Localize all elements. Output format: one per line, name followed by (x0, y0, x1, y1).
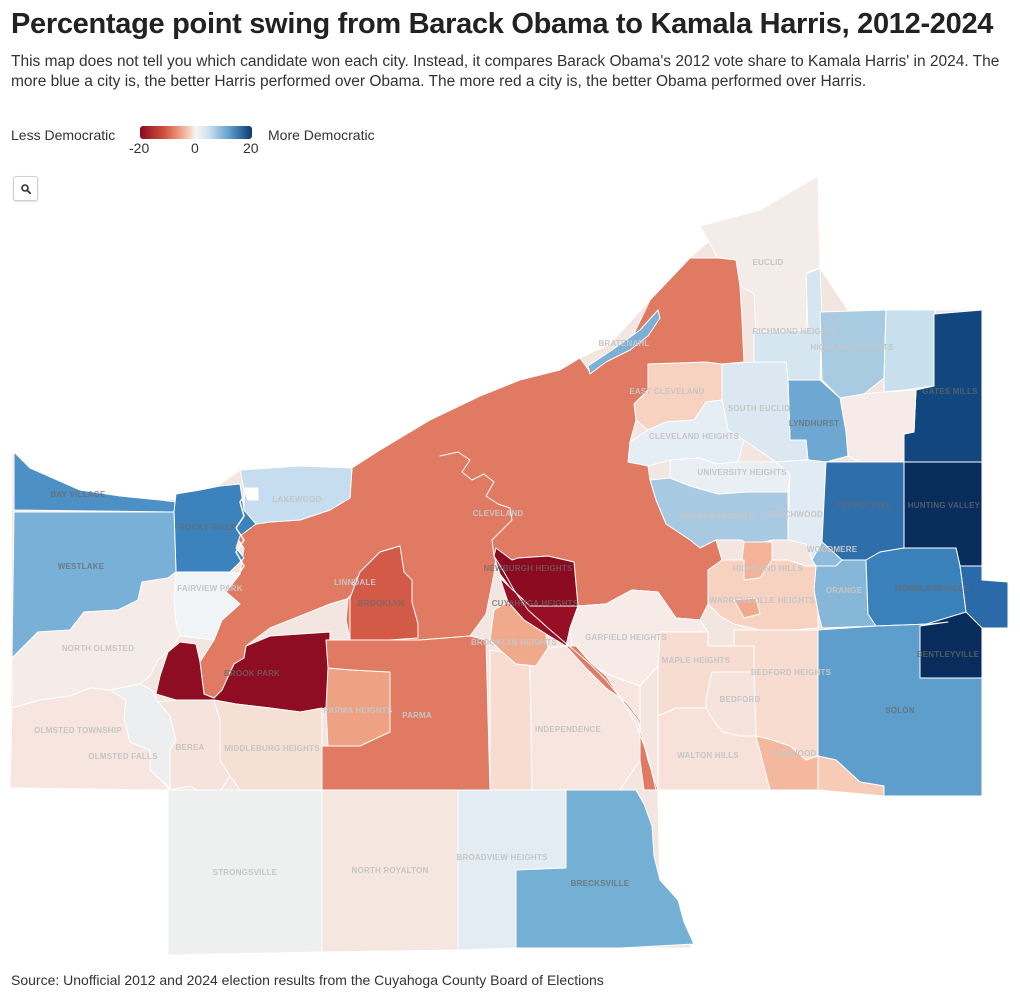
legend-tick-zero: 0 (191, 140, 199, 156)
label-parma-heights: PARMA HEIGHTS (324, 706, 393, 715)
legend-color-bar (140, 126, 252, 139)
area-walton-hills[interactable] (657, 707, 771, 791)
label-linndale: LINNDALE (334, 578, 377, 587)
area-bratenahl[interactable] (587, 309, 661, 375)
label-cleveland: CLEVELAND (473, 509, 524, 518)
label-highland-heights: HIGHLAND HEIGHTS (810, 343, 894, 352)
label-bedford: BEDFORD (720, 695, 761, 704)
label-euclid: EUCLID (753, 258, 784, 267)
label-garfield-heights: GARFIELD HEIGHTS (585, 633, 667, 642)
label-strongsville: STRONGSVILLE (213, 868, 278, 877)
area-lakewood[interactable] (239, 465, 353, 525)
label-beachwood: BEACHWOOD (767, 510, 823, 519)
source-note: Source: Unofficial 2012 and 2024 electio… (11, 972, 604, 988)
label-independence: INDEPENDENCE (535, 725, 601, 734)
label-moreland-hills: MORELAND HILLS (895, 584, 970, 593)
zoom-search-button[interactable] (13, 176, 38, 201)
legend-tick-high: 20 (243, 140, 259, 156)
label-brooklyn-heights: BROOKLYN HEIGHTS (471, 638, 557, 647)
label-fairview-park: FAIRVIEW PARK (177, 584, 242, 593)
label-north-royalton: NORTH ROYALTON (352, 866, 429, 875)
rocky-river-stream (231, 489, 249, 585)
area-north-randall[interactable] (733, 597, 761, 619)
label-bay-village: BAY VILLAGE (50, 490, 106, 499)
label-orange: ORANGE (826, 586, 863, 595)
label-bedford-heights: BEDFORD HEIGHTS (751, 668, 832, 677)
label-brecksville: BRECKSVILLE (571, 879, 630, 888)
label-gates-mills: GATES MILLS (922, 387, 978, 396)
label-highland-hills: HIGHLAND HILLS (733, 564, 804, 573)
area-parma[interactable] (321, 635, 491, 791)
legend-tick-low: -20 (129, 140, 150, 156)
legend-high-label: More Democratic (268, 127, 375, 143)
label-south-euclid: SOUTH EUCLID (728, 404, 790, 413)
search-icon (21, 184, 31, 194)
map-title: Percentage point swing from Barack Obama… (11, 8, 994, 40)
label-rocky-river: ROCKY RIVER (179, 523, 237, 532)
label-walton-hills: WALTON HILLS (677, 751, 739, 760)
label-solon: SOLON (885, 706, 914, 715)
label-warrensville-heights: WARRENSVILLE HEIGHTS (709, 596, 815, 605)
label-olmsted-township: OLMSTED TOWNSHIP (34, 726, 122, 735)
map-subtitle: This map does not tell you which candida… (11, 53, 1000, 90)
label-westlake: WESTLAKE (58, 562, 105, 571)
label-north-olmsted: NORTH OLMSTED (62, 644, 134, 653)
label-brooklyn: BROOKLYN (358, 599, 405, 608)
area-bay-village[interactable] (13, 451, 177, 513)
label-olmsted-falls: OLMSTED FALLS (88, 752, 158, 761)
label-brook-park: BROOK PARK (224, 669, 280, 678)
area-oakwood[interactable] (755, 735, 819, 791)
label-east-cleveland: EAST CLEVELAND (629, 387, 704, 396)
label-cuyahoga-heights: CUYAHOGA HEIGHTS (492, 599, 579, 608)
label-richmond-heights: RICHMOND HEIGHTS (753, 327, 838, 336)
label-pepper-pike: PEPPER PIKE (836, 501, 892, 510)
label-bentleyville: BENTLEYVILLE (917, 650, 980, 659)
label-university-heights: UNIVERSITY HEIGHTS (697, 468, 787, 477)
label-newburgh-heights: NEWBURGH HEIGHTS (484, 564, 573, 573)
label-lakewood: LAKEWOOD (272, 495, 321, 504)
area-highland-heights[interactable] (819, 309, 887, 399)
label-lyndhurst: LYNDHURST (789, 419, 839, 428)
label-bratenahl: BRATENAHL (599, 339, 650, 348)
area-brecksville[interactable] (515, 789, 695, 949)
label-middleburg-heights: MIDDLEBURG HEIGHTS (224, 744, 320, 753)
label-broadview-heights: BROADVIEW HEIGHTS (457, 853, 548, 862)
label-shaker-heights: SHAKER HEIGHTS (680, 512, 755, 521)
label-woodmere: WOODMERE (807, 545, 858, 554)
area-chagrin-falls[interactable] (959, 565, 1009, 629)
label-parma: PARMA (402, 711, 432, 720)
label-berea: BEREA (175, 743, 204, 752)
area-seven-hills[interactable] (489, 649, 533, 791)
color-legend: Less Democratic -20 0 20 More Democratic (11, 124, 411, 158)
label-cleveland-heights: CLEVELAND HEIGHTS (649, 432, 740, 441)
label-oakwood: OAKWOOD (772, 749, 817, 758)
label-maple-heights: MAPLE HEIGHTS (662, 656, 731, 665)
label-hunting-valley: HUNTING VALLEY (908, 501, 981, 510)
legend-low-label: Less Democratic (11, 127, 116, 143)
area-warrensville-heights[interactable] (707, 559, 819, 631)
place-labels: EUCLID RICHMOND HEIGHTS HIGHLAND HEIGHTS… (34, 258, 980, 888)
area-mayfield[interactable] (883, 309, 936, 393)
cuyahoga-river (439, 451, 657, 791)
area-glenwillow[interactable] (817, 755, 885, 797)
